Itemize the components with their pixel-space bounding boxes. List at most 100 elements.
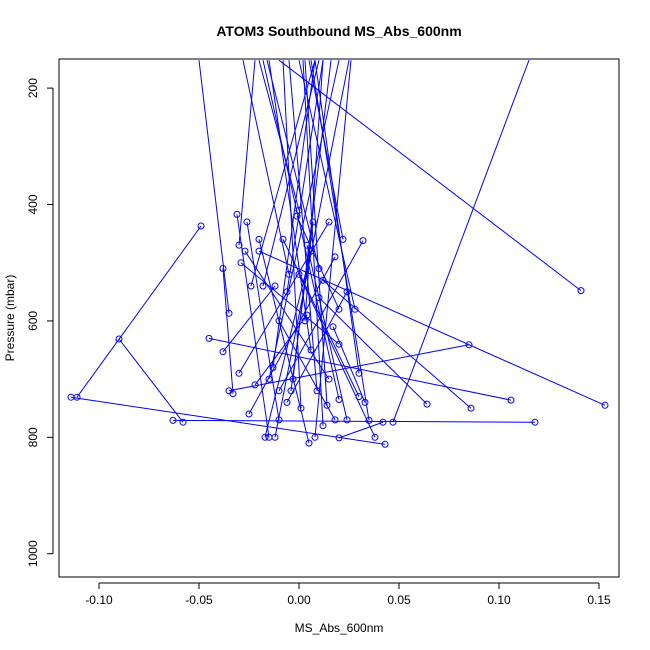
data-point: [235, 369, 243, 377]
x-tick-label: 0.10: [487, 593, 511, 607]
data-point: [245, 410, 253, 418]
profile-line-7: [208, 337, 512, 401]
data-point: [259, 282, 267, 290]
data-point: [335, 434, 343, 442]
data-point: [229, 390, 237, 398]
profile-line-31: [298, 60, 356, 310]
data-point: [361, 398, 369, 406]
y-tick-label: 800: [26, 427, 40, 447]
data-point: [303, 311, 311, 319]
data-point: [251, 381, 259, 389]
data-point: [389, 418, 397, 426]
data-point: [423, 400, 431, 408]
data-point: [351, 305, 359, 313]
data-point: [225, 309, 233, 317]
y-tick-label: 200: [26, 78, 40, 98]
profile-line-16: [246, 221, 280, 420]
profile-line-26: [288, 60, 318, 391]
y-tick-label: 1000: [26, 540, 40, 567]
data-point: [297, 404, 305, 412]
x-tick-label: -0.10: [85, 593, 113, 607]
data-point: [169, 416, 177, 424]
data-point: [271, 282, 279, 290]
data-point: [379, 418, 387, 426]
profile-line-35: [250, 60, 316, 287]
data-point: [283, 288, 291, 296]
axes: -0.10 -0.05 0.00 0.05 0.10 0.15 200 400 600 800 10…: [26, 58, 620, 607]
profile-line-9: [228, 344, 470, 392]
data-point: [283, 398, 291, 406]
profile-line-45: [306, 245, 348, 421]
data-point: [359, 237, 367, 245]
profile-line-6: [172, 419, 536, 423]
x-tick-label: -0.05: [185, 593, 213, 607]
data-point: [271, 433, 279, 441]
x-tick-label: 0.15: [587, 593, 611, 607]
data-point: [261, 433, 269, 441]
profile-line-8: [322, 279, 472, 409]
profile-line-47: [266, 60, 320, 269]
profile-line-30: [308, 60, 344, 240]
data-point: [275, 317, 283, 325]
profile-line-44: [282, 60, 302, 409]
x-tick-label: 0.05: [387, 593, 411, 607]
data-point: [305, 439, 313, 447]
data-point: [269, 364, 277, 371]
data-point: [381, 440, 389, 448]
profile-line-10: [318, 297, 428, 405]
profile-line-4: [278, 59, 582, 291]
profile-line-15: [198, 60, 230, 314]
profile-line-23: [258, 60, 300, 211]
profile-line-36: [244, 250, 330, 380]
data-point: [323, 401, 331, 409]
data-point: [67, 393, 75, 401]
profile-line-41: [278, 320, 336, 421]
profile-line-2: [118, 338, 184, 423]
data-point: [355, 369, 363, 377]
data-point: [179, 418, 187, 426]
data-point: [507, 396, 515, 404]
data-point: [325, 218, 333, 226]
data-point: [371, 433, 379, 441]
data-point: [309, 218, 317, 226]
y-axis-label: Pressure (mbar): [3, 275, 17, 362]
chart-title: ATOM3 Southbound MS_Abs_600nm: [216, 23, 461, 39]
data-point: [331, 416, 339, 424]
profile-line-51: [264, 250, 312, 438]
data-point: [235, 241, 243, 249]
profile-line-55: [254, 314, 308, 386]
profile-line-34: [262, 60, 340, 400]
profile-line-46: [290, 221, 314, 391]
data-point: [465, 341, 473, 349]
data-point: [319, 422, 327, 430]
profile-line-54: [296, 215, 340, 310]
profile-line-38: [238, 60, 256, 246]
y-tick-label: 600: [26, 311, 40, 331]
y-tick-label: 400: [26, 194, 40, 214]
profile-line-5: [258, 250, 606, 406]
profile-line-14: [222, 268, 234, 394]
data-point: [265, 375, 273, 383]
x-tick-label: 0.00: [287, 593, 311, 607]
data-point: [311, 433, 319, 441]
profile-line-11: [392, 60, 530, 423]
data-point: [531, 418, 539, 426]
data-point: [243, 218, 251, 226]
data-point: [255, 235, 263, 243]
profile-line-50: [314, 60, 360, 374]
profile-line-49: [286, 291, 348, 403]
profile-line-22: [242, 60, 290, 275]
data-point: [219, 348, 227, 356]
plot-area: [67, 59, 609, 448]
data-point: [343, 416, 351, 424]
profile-line-19: [268, 60, 340, 380]
profile-line-48: [304, 60, 328, 406]
data-point: [295, 270, 303, 278]
profile-line-52: [314, 60, 352, 438]
data-point: [601, 401, 609, 409]
data-point: [233, 210, 241, 218]
data-point: [237, 259, 245, 267]
profile-line-56: [332, 326, 366, 403]
data-point: [293, 212, 301, 220]
